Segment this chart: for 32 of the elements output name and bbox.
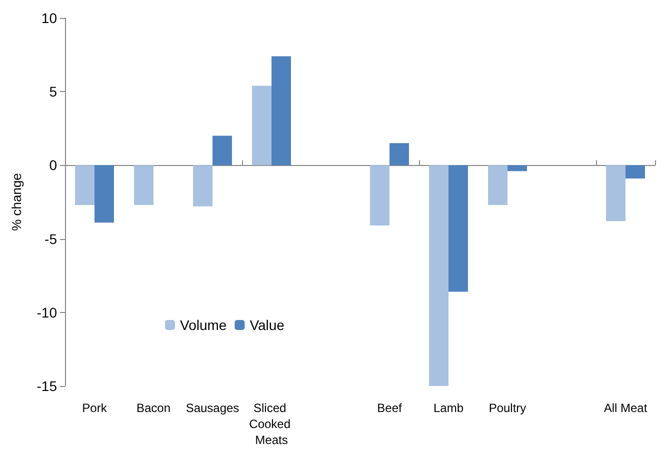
- bar: [448, 165, 468, 292]
- x-tick-label: Pork: [82, 401, 108, 415]
- bar: [429, 165, 448, 386]
- y-tick-label: -5: [44, 230, 58, 247]
- bar: [390, 143, 409, 166]
- y-tick-label: -10: [36, 304, 58, 320]
- y-tick-label: -15: [36, 378, 58, 394]
- bar: [252, 86, 272, 166]
- bar: [606, 165, 626, 222]
- bar: [94, 165, 114, 223]
- bar: [193, 165, 212, 206]
- bar: [272, 56, 291, 166]
- x-tick-label: Bacon: [136, 401, 171, 415]
- y-tick-label: 0: [49, 157, 58, 174]
- bar: [508, 165, 527, 172]
- x-tick-label: All Meat: [604, 401, 648, 415]
- bar: [75, 165, 94, 205]
- bar: [212, 136, 232, 166]
- x-tick-label: Lamb: [433, 401, 464, 415]
- x-tick-label: Poultry: [488, 401, 526, 415]
- x-tick-label: Sliced Cooked Meats: [249, 401, 294, 447]
- bar: [370, 165, 390, 226]
- x-tick-label: Sausages: [186, 401, 240, 415]
- y-tick-label: 5: [49, 84, 58, 100]
- legend-label: Volume: [180, 317, 227, 333]
- y-tick-label: 10: [41, 10, 58, 26]
- bar: [626, 165, 645, 178]
- x-tick-label: Beef: [377, 401, 403, 415]
- bar: [488, 165, 508, 205]
- legend-label: Value: [250, 317, 285, 333]
- bar: [134, 165, 154, 205]
- y-axis-title: % change: [9, 173, 24, 231]
